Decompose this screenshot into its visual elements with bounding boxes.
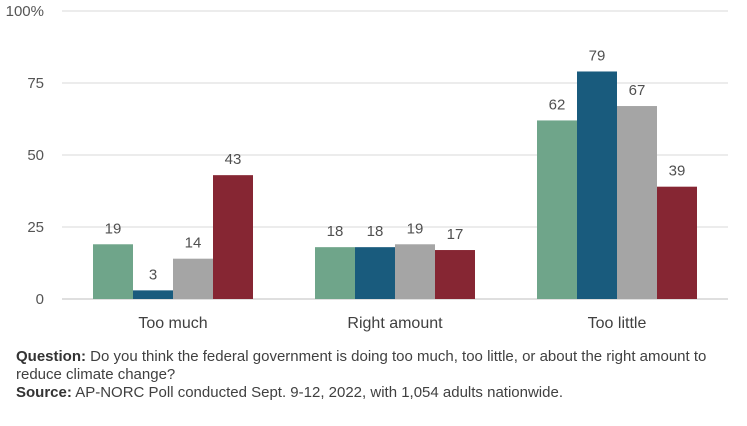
y-tick-label: 50 xyxy=(27,147,44,164)
data-label: 18 xyxy=(327,223,344,240)
x-axis-categories: Too much Right amount Too little xyxy=(138,315,646,332)
bar xyxy=(577,71,617,299)
chart-notes: Question: Do you think the federal gover… xyxy=(16,348,736,402)
data-label: 62 xyxy=(549,96,566,113)
data-labels: 19 3 14 43 18 18 19 17 62 79 67 39 xyxy=(105,47,686,283)
x-category-label: Too much xyxy=(138,315,207,332)
source-text: AP-NORC Poll conducted Sept. 9-12, 2022,… xyxy=(71,384,563,401)
y-tick-label: 0 xyxy=(36,291,44,308)
data-label: 43 xyxy=(225,151,242,168)
bar-chart: 0 25 50 75 100% 19 3 14 43 18 18 19 17 62 79 67 39 Too … xyxy=(6,3,728,332)
bar xyxy=(395,244,435,299)
data-label: 3 xyxy=(149,266,157,283)
bar xyxy=(133,290,173,299)
y-tick-label: 75 xyxy=(27,75,44,92)
bar xyxy=(355,247,395,299)
bar xyxy=(173,258,213,299)
data-label: 67 xyxy=(629,82,646,99)
bar xyxy=(617,106,657,299)
source-label: Source: xyxy=(16,384,72,401)
source-note: Source: AP-NORC Poll conducted Sept. 9-1… xyxy=(16,384,736,402)
question-label: Question: xyxy=(16,348,86,365)
bar xyxy=(93,244,133,299)
bar xyxy=(435,250,475,299)
data-label: 19 xyxy=(407,220,424,237)
bars xyxy=(93,71,697,299)
question-note: Question: Do you think the federal gover… xyxy=(16,348,736,384)
bar xyxy=(537,120,577,299)
data-label: 14 xyxy=(185,235,202,252)
data-label: 19 xyxy=(105,220,122,237)
y-axis-ticks: 0 25 50 75 100% xyxy=(6,3,44,308)
bar xyxy=(213,175,253,299)
bar xyxy=(657,186,697,299)
data-label: 18 xyxy=(367,223,384,240)
data-label: 17 xyxy=(447,226,464,243)
question-text: Do you think the federal government is d… xyxy=(16,348,707,383)
y-tick-label: 25 xyxy=(27,219,44,236)
data-label: 79 xyxy=(589,47,606,64)
y-tick-label: 100% xyxy=(6,3,44,20)
x-category-label: Right amount xyxy=(347,315,443,332)
data-label: 39 xyxy=(669,163,686,180)
x-category-label: Too little xyxy=(588,315,647,332)
bar xyxy=(315,247,355,299)
